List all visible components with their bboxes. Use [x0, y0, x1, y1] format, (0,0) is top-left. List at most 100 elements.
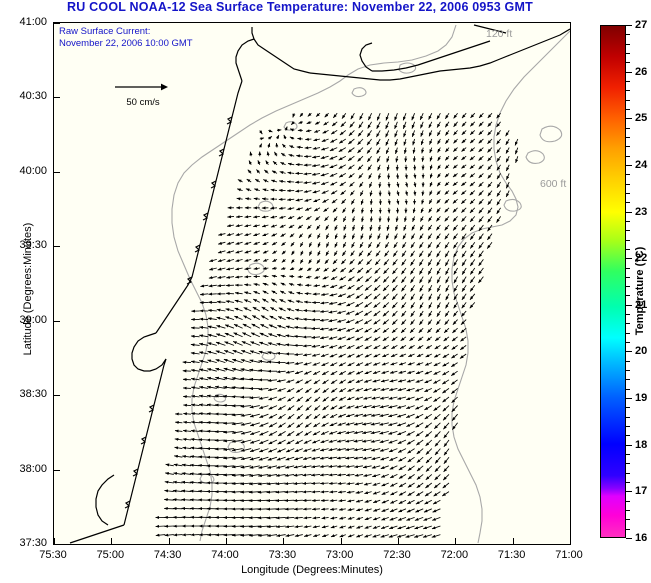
colorbar-tick-label: 22: [635, 252, 648, 265]
y-axis-tick: [54, 320, 60, 322]
x-axis-tick-label: 71:00: [555, 549, 583, 561]
colorbar-minor-tick: [626, 90, 630, 92]
colorbar-minor-tick: [626, 360, 630, 362]
colorbar-tick: [626, 25, 632, 26]
current-vector-field: [155, 112, 519, 538]
x-axis-tick-label: 74:30: [153, 549, 182, 561]
colorbar-minor-tick: [626, 500, 630, 502]
y-axis-tick-label: 39:00: [19, 313, 47, 326]
colorbar-minor-tick: [626, 174, 630, 176]
colorbar-minor-tick: [626, 454, 630, 456]
colorbar-tick: [626, 258, 632, 260]
x-axis-tick: [226, 538, 227, 544]
colorbar-minor-tick: [626, 426, 630, 428]
y-axis-tick: [54, 97, 60, 99]
colorbar-minor-tick: [626, 99, 630, 101]
colorbar-minor-tick: [626, 342, 630, 344]
y-axis-tick: [54, 171, 60, 173]
colorbar-minor-tick: [626, 370, 630, 372]
colorbar-tick-label: 20: [635, 345, 648, 358]
colorbar-minor-tick: [626, 482, 630, 484]
colorbar-tick-label: 24: [635, 158, 648, 171]
colorbar-tick-label: 17: [635, 485, 648, 498]
x-axis-tick-label: 73:00: [325, 549, 354, 561]
colorbar-tick: [626, 211, 632, 213]
colorbar-tick-label: 16: [635, 532, 648, 544]
bathymetry-contour-label: 600 ft: [540, 178, 567, 190]
y-axis-tick-label: 40:30: [19, 90, 47, 103]
colorbar-tick: [626, 164, 632, 166]
colorbar-minor-tick: [626, 220, 630, 222]
colorbar-minor-tick: [626, 192, 630, 194]
y-axis-tick: [54, 544, 60, 545]
colorbar-minor-tick: [626, 80, 630, 82]
colorbar-minor-tick: [626, 416, 630, 418]
colorbar-minor-tick: [626, 239, 630, 241]
colorbar-minor-tick: [626, 43, 630, 45]
colorbar-minor-tick: [626, 435, 630, 437]
colorbar-minor-tick: [626, 108, 630, 110]
colorbar-minor-tick: [626, 528, 630, 530]
colorbar-minor-tick: [626, 34, 630, 36]
colorbar-minor-tick: [626, 136, 630, 138]
x-axis-tick: [168, 538, 170, 544]
colorbar-minor-tick: [626, 407, 630, 409]
colorbar-minor-tick: [626, 323, 630, 325]
vector-scale-key: 50 cm/s: [103, 79, 183, 108]
y-axis-tick-label: 40:00: [19, 164, 47, 177]
x-axis-tick-label: 73:30: [268, 549, 297, 561]
y-axis-tick: [54, 246, 60, 248]
colorbar-tick: [626, 304, 632, 306]
y-axis-tick: [54, 23, 60, 24]
data-annotation: Raw Surface Current: November 22, 2006 1…: [59, 26, 193, 49]
colorbar-gradient: [600, 25, 626, 538]
colorbar-minor-tick: [626, 519, 630, 521]
y-axis-tick-label: 37:30: [19, 537, 47, 549]
x-axis-title: Longitude (Degrees:Minutes): [241, 564, 383, 576]
x-axis-tick-label: 75:30: [39, 549, 67, 561]
colorbar-tick: [626, 444, 632, 446]
colorbar-tick: [626, 538, 632, 539]
x-axis-tick: [398, 538, 399, 544]
y-axis-tick-label: 41:00: [19, 16, 47, 28]
colorbar-tick-label: 27: [635, 19, 648, 31]
colorbar-minor-tick: [626, 127, 630, 129]
colorbar-minor-tick: [626, 183, 630, 185]
annotation-line-2: November 22, 2006 10:00 GMT: [59, 37, 193, 49]
colorbar-minor-tick: [626, 155, 630, 157]
colorbar-tick-label: 21: [635, 298, 648, 311]
scale-key-label: 50 cm/s: [126, 97, 160, 108]
colorbar-minor-tick: [626, 267, 630, 269]
colorbar-tick-label: 25: [635, 112, 648, 125]
x-axis-tick-label: 71:30: [497, 549, 526, 561]
colorbar-minor-tick: [626, 230, 630, 232]
x-axis-tick-label: 72:30: [383, 549, 411, 561]
y-axis-title: Latitude (Degrees:Minutes): [22, 222, 34, 356]
x-axis-tick: [111, 538, 113, 544]
x-axis-tick: [512, 538, 514, 544]
annotation-line-1: Raw Surface Current:: [59, 26, 151, 37]
x-axis-tick-label: 72:00: [440, 549, 469, 561]
colorbar-minor-tick: [626, 146, 630, 148]
colorbar-tick: [626, 71, 632, 73]
map-canvas: [69, 24, 570, 544]
colorbar-minor-tick: [626, 472, 630, 474]
colorbar-minor-tick: [626, 202, 630, 204]
colorbar-minor-tick: [626, 314, 630, 316]
colorbar-minor-tick: [626, 286, 630, 288]
bathymetry-contours: [171, 24, 570, 544]
colorbar-minor-tick: [626, 332, 630, 334]
colorbar-tick-label: 26: [635, 65, 648, 78]
x-axis-tick: [283, 538, 285, 544]
colorbar-minor-tick: [626, 276, 630, 278]
colorbar-tick: [626, 491, 632, 493]
map-plot-area: Raw Surface Current: November 22, 2006 1…: [53, 22, 571, 545]
colorbar-tick-label: 18: [635, 438, 648, 451]
colorbar-minor-tick: [626, 510, 630, 512]
y-axis-tick: [54, 395, 60, 397]
x-axis-tick: [340, 538, 342, 544]
bathymetry-contour-label: 120 ft: [486, 28, 513, 40]
x-axis-tick: [54, 538, 55, 544]
y-axis-tick-label: 38:30: [19, 388, 47, 401]
colorbar-minor-tick: [626, 52, 630, 54]
